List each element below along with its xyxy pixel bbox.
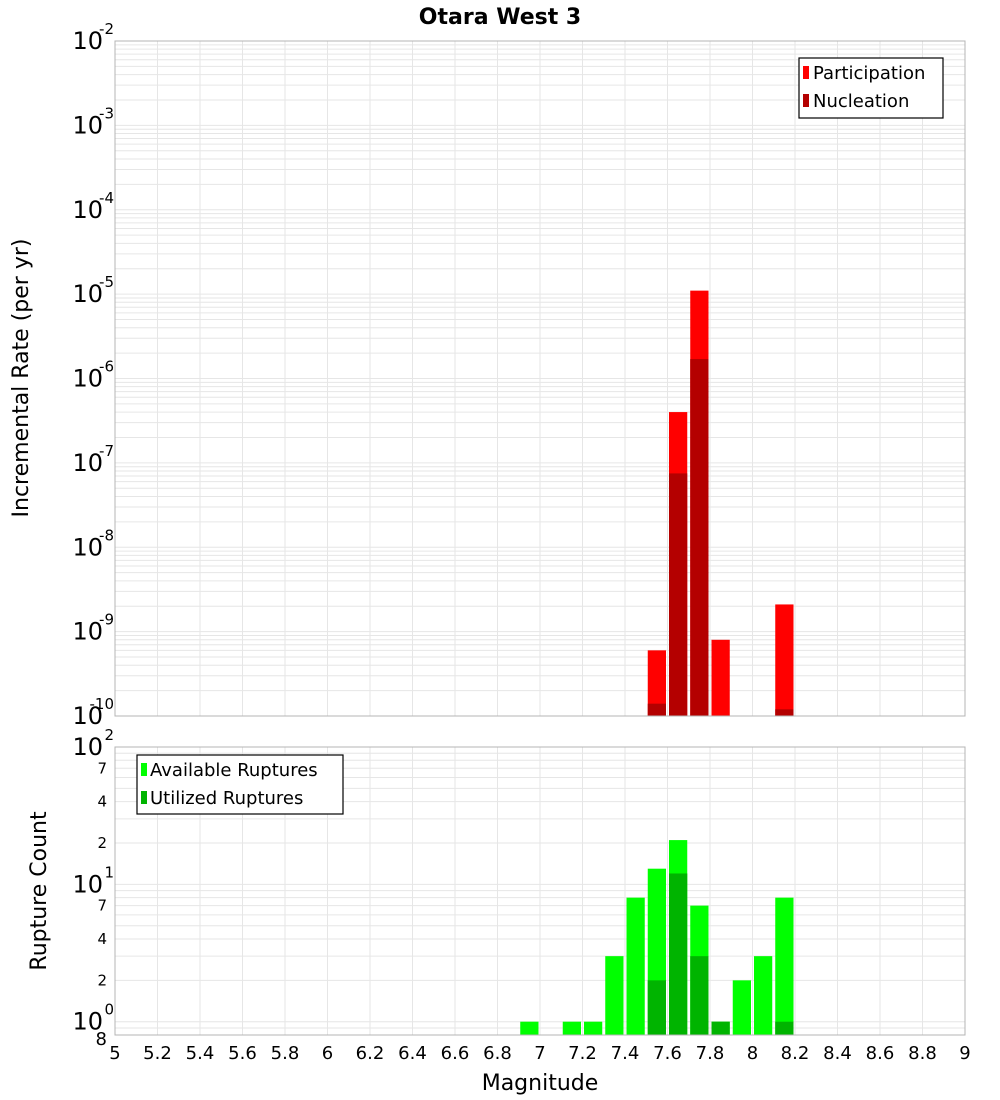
top-y-axis-label: Incremental Rate (per yr) bbox=[9, 239, 34, 518]
y-tick-label-base: 10 bbox=[72, 702, 103, 730]
y-tick-label-base: 10 bbox=[72, 27, 103, 55]
bottom-plot-frame bbox=[114, 746, 966, 1036]
x-tick-label: 7.6 bbox=[653, 1043, 682, 1064]
y-minor-tick-label: 4 bbox=[97, 793, 107, 811]
count-bar-available-ruptures bbox=[562, 1021, 581, 1035]
bottom-y-axis-label: Rupture Count bbox=[27, 811, 52, 971]
y-tick-label-exponent: -10 bbox=[90, 695, 115, 713]
x-tick-label: 7.8 bbox=[696, 1043, 725, 1064]
rate-bar-participation bbox=[711, 639, 730, 716]
y-minor-tick-label: 2 bbox=[97, 834, 107, 852]
x-tick-label: 5.8 bbox=[271, 1043, 300, 1064]
x-tick-label: 5 bbox=[109, 1043, 120, 1064]
y-tick-label-base: 10 bbox=[72, 449, 103, 477]
y-tick-label-base: 10 bbox=[72, 111, 103, 139]
y-tick-label-exponent: -4 bbox=[99, 189, 114, 207]
x-tick-label: 8.4 bbox=[823, 1043, 852, 1064]
rate-bar-nucleation bbox=[669, 473, 688, 716]
x-tick-label: 6.6 bbox=[441, 1043, 470, 1064]
y-minor-tick-label: 7 bbox=[97, 759, 107, 777]
y-tick-label-exponent: 1 bbox=[104, 863, 114, 881]
y-minor-tick-label: 2 bbox=[97, 971, 107, 989]
x-tick-label: 6.8 bbox=[483, 1043, 512, 1064]
y-tick-label-exponent: -6 bbox=[99, 358, 114, 376]
bottom-legend-box bbox=[136, 754, 344, 815]
count-bar-available-ruptures bbox=[775, 897, 794, 1035]
count-bar-available-ruptures bbox=[626, 897, 645, 1035]
legend-label-available: Available Ruptures bbox=[150, 760, 318, 781]
top-bars bbox=[647, 290, 794, 716]
y-tick-label-exponent: -2 bbox=[99, 20, 114, 38]
count-bar-available-ruptures bbox=[732, 980, 751, 1035]
count-bar-utilized-ruptures bbox=[711, 1021, 730, 1035]
x-tick-label: 5.2 bbox=[143, 1043, 172, 1064]
x-tick-label: 8.8 bbox=[908, 1043, 937, 1064]
rate-bar-participation bbox=[647, 650, 666, 716]
count-bar-available-ruptures bbox=[754, 956, 773, 1035]
chart-title: Otara West 3 bbox=[419, 5, 581, 30]
legend-swatch-participation bbox=[803, 66, 809, 79]
count-bar-available-ruptures bbox=[520, 1021, 539, 1035]
rate-bar-nucleation bbox=[647, 703, 666, 716]
legend-label-nucleation: Nucleation bbox=[813, 91, 909, 112]
count-bar-utilized-ruptures bbox=[647, 980, 666, 1035]
legend-label-utilized: Utilized Ruptures bbox=[150, 788, 303, 809]
y-tick-label-base: 10 bbox=[72, 733, 103, 761]
rate-bar-nucleation bbox=[690, 359, 709, 716]
y-tick-label-exponent: -7 bbox=[99, 442, 114, 460]
y-tick-label-base: 10 bbox=[72, 870, 103, 898]
x-tick-label: 8.2 bbox=[781, 1043, 810, 1064]
x-tick-label: 9 bbox=[959, 1043, 970, 1064]
y-minor-tick-label: 4 bbox=[97, 930, 107, 948]
x-tick-label: 7.2 bbox=[568, 1043, 597, 1064]
legend-label-participation: Participation bbox=[813, 63, 925, 84]
y-minor-tick-label: 7 bbox=[97, 897, 107, 915]
x-tick-labels: 5 5.2 5.4 5.6 5.8 6 6.2 6.4 6.6 6.8 7 7.2 7.4 7.6 7.8 8… bbox=[109, 1043, 970, 1064]
x-tick-label: 5.4 bbox=[186, 1043, 215, 1064]
x-tick-label: 7.4 bbox=[611, 1043, 640, 1064]
x-tick-label: 5.6 bbox=[228, 1043, 257, 1064]
y-tick-label-exponent: -3 bbox=[99, 104, 114, 122]
top-legend: Participation Nucleation bbox=[798, 57, 944, 119]
y-tick-label-base: 10 bbox=[72, 618, 103, 646]
bottom-legend: Available Ruptures Utilized Ruptures bbox=[136, 754, 344, 815]
x-axis-label: Magnitude bbox=[482, 1071, 599, 1096]
count-bar-available-ruptures bbox=[605, 956, 624, 1035]
y-tick-label-exponent: -9 bbox=[99, 611, 114, 629]
y-tick-label-exponent: -5 bbox=[99, 273, 114, 291]
x-tick-label: 6.4 bbox=[398, 1043, 427, 1064]
y-tick-label-base: 10 bbox=[72, 533, 103, 561]
y-tick-label-exponent: 0 bbox=[104, 1001, 114, 1019]
y-tick-label-exponent: -8 bbox=[99, 526, 114, 544]
x-tick-label: 6.2 bbox=[356, 1043, 385, 1064]
y-minor-tick-label: 8 bbox=[96, 1029, 107, 1050]
count-bar-utilized-ruptures bbox=[669, 873, 688, 1035]
y-tick-label-base: 10 bbox=[72, 1008, 103, 1036]
rate-bar-participation bbox=[775, 604, 794, 716]
y-tick-label-base: 10 bbox=[72, 196, 103, 224]
x-tick-label: 6 bbox=[322, 1043, 333, 1064]
legend-swatch-utilized bbox=[141, 791, 147, 804]
legend-swatch-available bbox=[141, 763, 147, 776]
count-bar-available-ruptures bbox=[584, 1021, 603, 1035]
legend-swatch-nucleation bbox=[803, 94, 809, 107]
count-bar-utilized-ruptures bbox=[775, 1021, 794, 1035]
y-tick-label-base: 10 bbox=[72, 280, 103, 308]
x-tick-label: 8.6 bbox=[866, 1043, 895, 1064]
x-tick-label: 7 bbox=[534, 1043, 545, 1064]
top-legend-box bbox=[798, 57, 944, 119]
top-gridlines bbox=[114, 40, 966, 717]
rate-bar-nucleation bbox=[775, 709, 794, 716]
y-tick-label-exponent: 2 bbox=[104, 726, 114, 744]
y-tick-label-base: 10 bbox=[72, 365, 103, 393]
bottom-bars bbox=[520, 840, 794, 1035]
count-bar-utilized-ruptures bbox=[690, 956, 709, 1035]
top-plot-frame bbox=[114, 40, 966, 717]
x-tick-label: 8 bbox=[747, 1043, 758, 1064]
